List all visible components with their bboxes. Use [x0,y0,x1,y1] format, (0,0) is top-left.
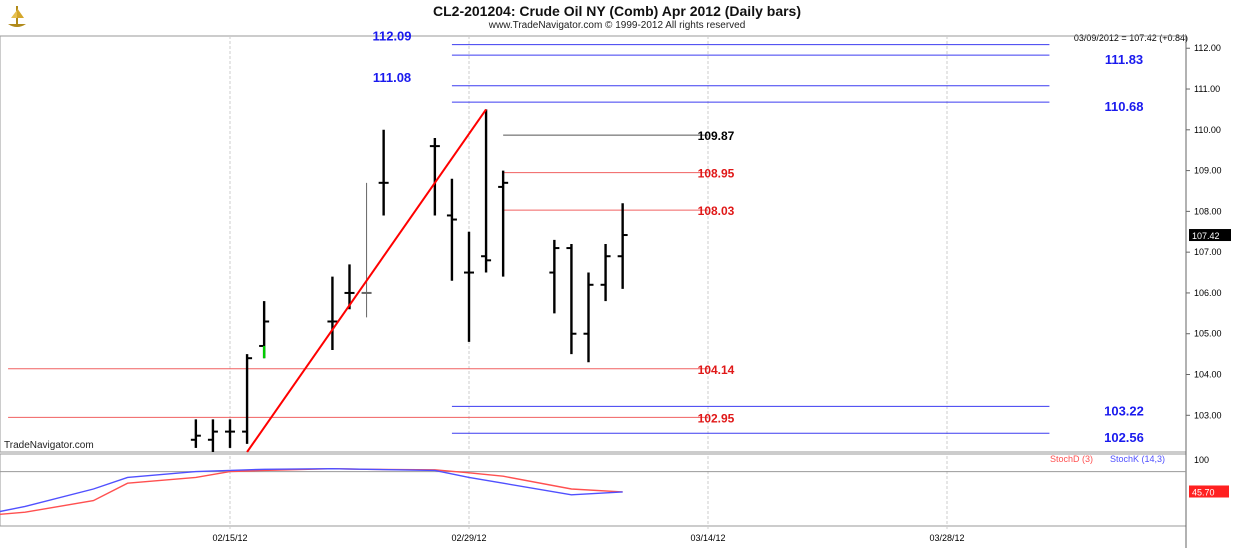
watermark-text: TradeNavigator.com [4,440,94,451]
ohlc-bar [361,182,372,318]
y-tick-label: 110.00 [1194,125,1221,135]
y-tick-label: 109.00 [1194,166,1222,176]
legend-stochd: StochD (3) [1050,454,1093,464]
ohlc-bar [242,354,253,444]
chart-title: CL2-201204: Crude Oil NY (Comb) Apr 2012… [433,3,801,19]
ohlc-bar [498,170,509,277]
level-label: 102.95 [698,411,735,425]
y-tick-label: 112.00 [1194,43,1221,53]
level-label: 110.68 [1104,99,1143,114]
x-tick-label: 03/28/12 [929,533,964,543]
y-tick-label: 106.00 [1194,288,1222,298]
trendline [246,108,487,453]
stoch-value-label: 45.70 [1192,487,1215,497]
ohlc-bar [344,264,355,310]
stoch-series-line [0,467,623,513]
ohlc-bar [190,419,201,448]
ohlc-bar [549,239,560,314]
y-tick-label: 108.00 [1194,206,1222,216]
legend-stochk: StochK (14,3) [1110,454,1165,464]
price-panel-frame [0,35,1187,453]
last-value-label: 03/09/2012 = 107.42 (+0.84) [1073,33,1188,43]
ohlc-bar [583,272,594,363]
level-label: 102.56 [1104,430,1144,445]
x-tick-label: 02/15/12 [212,533,247,543]
ohlc-bar [600,244,611,302]
level-label: 103.22 [1104,403,1144,418]
x-tick-label: 03/14/12 [690,533,725,543]
stoch-value-box [1189,485,1229,498]
y-tick-label: 105.00 [1194,329,1222,339]
y-tick-label: 103.00 [1194,410,1222,420]
stoch-y-tick-label: 100 [1194,455,1209,465]
y-tick-label: 104.00 [1194,370,1222,380]
copyright-text: www.TradeNavigator.com © 1999-2012 All r… [488,20,746,31]
ohlc-bar [464,231,474,342]
level-label: 104.14 [698,363,735,377]
ohlc-bar [446,178,457,281]
ohlc-bar [327,276,338,351]
level-label: 112.09 [372,29,411,44]
ohlc-bar [225,419,235,448]
ohlc-bar [429,137,440,216]
level-label: 111.83 [1105,52,1143,67]
ohlc-bar [207,419,218,452]
ohlc-bar [481,109,492,273]
last-price-box [1189,229,1231,242]
level-label: 111.08 [373,70,411,85]
ohlc-bar [566,244,577,355]
ohlc-bar [617,203,628,289]
level-label: 109.87 [698,129,735,143]
stoch-series-line [0,467,623,516]
navigator-ship-logo-icon [8,6,26,27]
y-tick-label: 111.00 [1194,84,1220,94]
level-label: 108.03 [698,204,735,218]
chart-header: CL2-201204: Crude Oil NY (Comb) Apr 2012… [0,0,1234,36]
last-price-label: 107.42 [1192,231,1220,241]
level-label: 108.95 [698,167,735,181]
x-tick-label: 02/29/12 [451,533,486,543]
ohlc-bar [378,129,389,216]
y-tick-label: 107.00 [1194,247,1222,257]
